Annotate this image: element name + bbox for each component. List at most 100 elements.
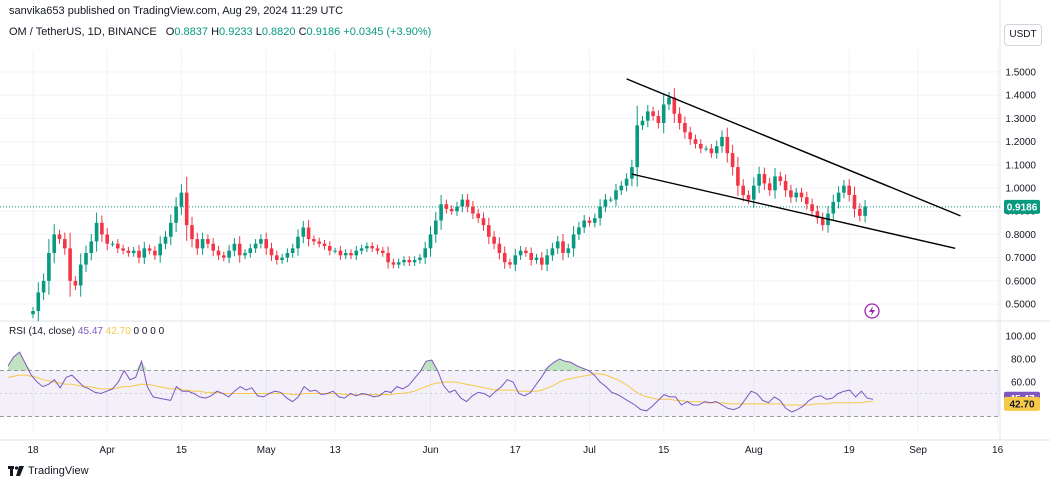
- rsi-axis: 100.00 80.00 60.00: [1005, 332, 1036, 389]
- candle-body: [540, 257, 544, 265]
- candle-body: [253, 243, 258, 249]
- candle-body: [730, 153, 735, 168]
- candle-body: [677, 113, 682, 123]
- candle-body: [89, 241, 94, 253]
- open-label: O: [165, 26, 175, 38]
- rsi-band: [0, 370, 1000, 417]
- candlesticks: [31, 88, 867, 322]
- symbol-legend[interactable]: OM / TetherUS, 1D, BINANCE O0.8837 H0.92…: [9, 26, 431, 38]
- candle-body: [121, 248, 125, 251]
- time-tick-label: Jul: [583, 445, 596, 456]
- currency-button[interactable]: USDT: [1004, 24, 1042, 46]
- candle-body: [322, 243, 327, 247]
- time-tick-label: Jun: [422, 445, 438, 456]
- time-tick-label: 17: [510, 445, 522, 456]
- price-tick-label: 1.5000: [1005, 67, 1036, 78]
- candle-body: [587, 220, 592, 223]
- candle-body: [577, 227, 581, 235]
- candle-body: [508, 262, 512, 265]
- candle-body: [174, 206, 178, 223]
- candle-body: [264, 239, 268, 249]
- rsi-ma-last-marker: 42.70: [1009, 399, 1034, 410]
- candle-body: [704, 148, 708, 150]
- candle-body: [142, 248, 147, 258]
- candle-body: [296, 236, 300, 249]
- candle-body: [41, 280, 46, 293]
- candle-body: [524, 250, 528, 253]
- candle-body: [169, 222, 173, 237]
- candle-body: [137, 250, 141, 258]
- rsi-ma-last-marker-bg: [1004, 396, 1040, 411]
- candle-body: [646, 111, 650, 121]
- candle-body: [529, 253, 533, 260]
- rsi-lines: [7, 351, 874, 413]
- candle-body: [163, 236, 168, 244]
- candle-body: [720, 136, 724, 147]
- candle-body: [222, 255, 226, 258]
- candle-body: [237, 243, 242, 256]
- time-tick-label: May: [257, 445, 276, 456]
- candle-body: [858, 208, 862, 216]
- candle-body: [661, 104, 666, 123]
- candle-body: [259, 239, 263, 244]
- candle-body: [94, 222, 99, 242]
- flash-icon[interactable]: [864, 303, 880, 319]
- time-tick-label: 18: [27, 445, 39, 456]
- price-tick-label: 0.7000: [1005, 253, 1036, 264]
- candle-body: [624, 178, 629, 186]
- candle-body: [73, 280, 78, 286]
- candle-body: [306, 227, 311, 240]
- time-tick-label: Sep: [909, 445, 927, 456]
- rsi-value: 45.47: [77, 326, 103, 337]
- candle-body: [630, 167, 634, 179]
- candle-body: [280, 257, 284, 260]
- tradingview-logo[interactable]: TradingView: [8, 465, 89, 477]
- rsi-ma-line: [7, 373, 873, 406]
- candle-body: [328, 246, 332, 251]
- candle-body: [709, 148, 714, 154]
- candle-body: [190, 225, 194, 240]
- candle-body: [608, 199, 613, 201]
- rsi-label: RSI (14, close): [9, 326, 76, 337]
- candle-body: [593, 218, 597, 223]
- candle-body: [402, 259, 406, 263]
- candle-body: [439, 204, 443, 221]
- candle-body: [370, 246, 374, 249]
- trendlines: [626, 78, 961, 250]
- candle-body: [582, 220, 586, 228]
- candle-body: [312, 239, 316, 242]
- candle-body: [301, 227, 306, 237]
- candle-body: [365, 246, 369, 249]
- candle-body: [789, 190, 793, 198]
- candle-body: [619, 185, 624, 191]
- close-label: C: [298, 26, 307, 38]
- candle-body: [799, 192, 804, 198]
- candle-body: [762, 174, 767, 184]
- high-label: H: [211, 26, 220, 38]
- candle-body: [243, 253, 247, 256]
- candle-body: [31, 311, 35, 315]
- candle-body: [667, 97, 671, 105]
- candle-body: [84, 253, 88, 265]
- candle-body: [534, 257, 539, 260]
- candle-body: [110, 243, 115, 245]
- candle-body: [767, 183, 772, 191]
- rsi-legend[interactable]: RSI (14, close) 45.47 42.70 0 0 0 0: [9, 326, 164, 337]
- candle-body: [810, 204, 814, 212]
- candle-body: [57, 234, 62, 240]
- candle-body: [375, 248, 380, 251]
- tradingview-logo-icon: [8, 466, 24, 476]
- candle-body: [481, 218, 486, 226]
- candle-body: [455, 206, 459, 212]
- close-value: 0.9186: [306, 26, 341, 38]
- candle-body: [52, 234, 56, 253]
- candle-body: [391, 262, 396, 265]
- symbol-title: OM / TetherUS, 1D, BINANCE: [9, 26, 157, 38]
- candle-body: [863, 206, 867, 216]
- candle-body: [444, 204, 449, 209]
- candle-body: [418, 257, 422, 260]
- candle-body: [502, 253, 507, 263]
- candle-body: [773, 176, 777, 191]
- candle-body: [672, 97, 677, 114]
